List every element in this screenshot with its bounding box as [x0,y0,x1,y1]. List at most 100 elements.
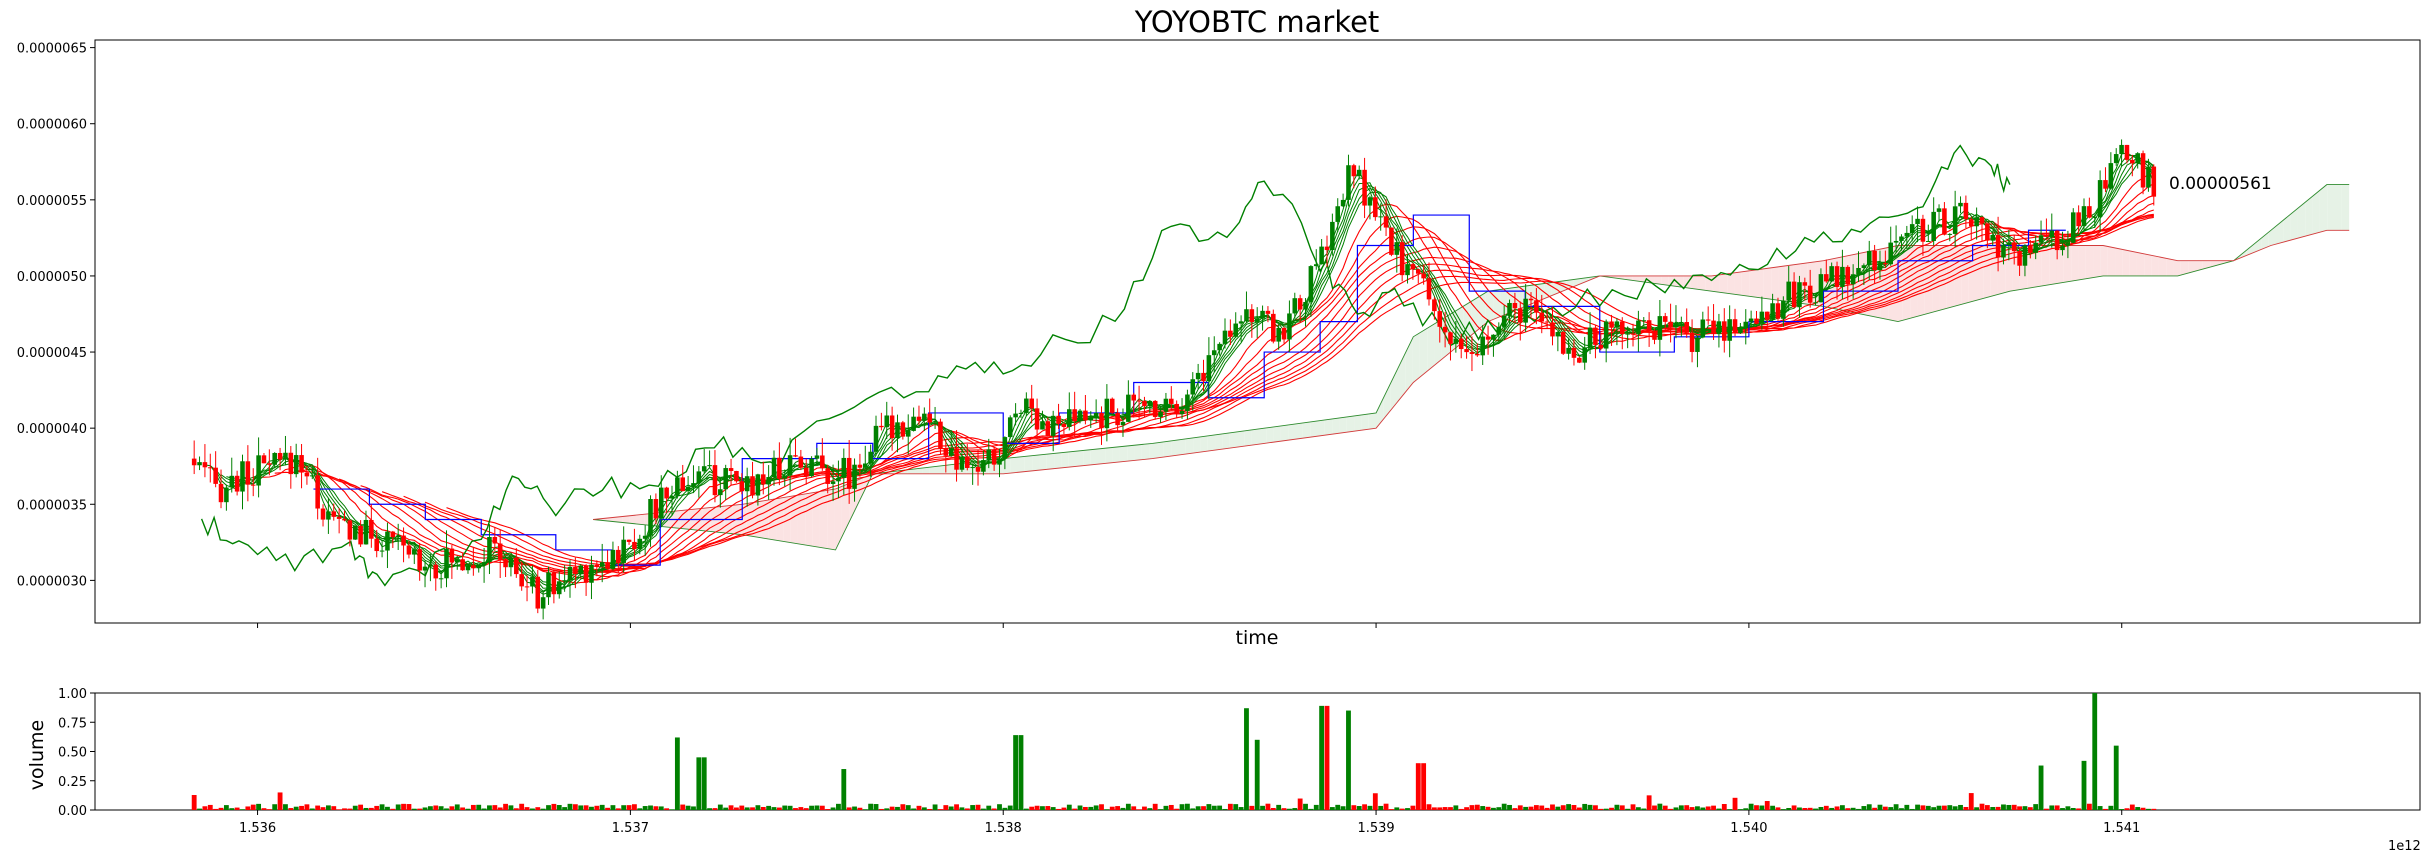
volume-bar [1941,805,1947,810]
candle-body [760,474,766,485]
candle-body [680,477,686,492]
volume-bar [1281,808,1287,810]
volume-bar [610,805,616,810]
candle-body [1228,330,1233,337]
candle-body [1534,300,1539,313]
volume-bar [1593,805,1598,810]
volume-bar [1045,806,1051,810]
ichimoku-cloud-segment [783,496,791,543]
ichimoku-cloud-segment [2049,245,2057,285]
ichimoku-cloud-segment [1317,419,1325,437]
candle-body [1979,217,1985,224]
volume-bar [814,805,820,810]
volume-bar [277,792,283,810]
candle-body [191,458,197,466]
volume-bar [852,806,857,810]
ichimoku-cloud-segment [1222,432,1230,450]
candle-body [1824,274,1829,282]
candle-body [2130,159,2135,164]
volume-bar [272,804,278,810]
volume-x-tick-label: 1.539 [1357,821,1394,836]
candle-body [777,457,782,479]
candle-body [1496,326,1502,335]
slow-moving-average-line [424,215,2154,568]
candle-body [1625,333,1630,335]
volume-bar [309,808,315,810]
candle-body [1571,347,1577,358]
ichimoku-cloud-segment [2093,245,2101,278]
ichimoku-cloud-segment [754,501,762,538]
volume-bar [916,805,922,810]
volume-bar [1453,805,1459,810]
volume-bar [1491,807,1496,810]
candle-body [315,475,320,509]
candle-body [1211,350,1217,356]
ichimoku-cloud-segment [1427,323,1435,372]
volume-bar [1689,807,1695,810]
candle-body [390,531,396,538]
candle-body [1770,303,1775,320]
candle-body [2151,166,2157,197]
volume-bar [1587,804,1593,810]
candle-body [2103,180,2108,189]
candle-body [250,484,256,486]
volume-bar [1099,804,1104,810]
volume-bar [1367,805,1373,810]
volume-bar [1968,793,1974,810]
candle-body [1507,302,1512,316]
candle-body [782,475,788,479]
volume-bar [207,804,213,810]
volume-bar [1947,805,1953,810]
volume-bar [2027,807,2033,810]
ichimoku-cloud-segment [1419,328,1428,378]
candle-body [336,516,342,519]
volume-bar [1780,809,1786,810]
candle-body [1641,320,1647,322]
ichimoku-cloud-segment [2173,259,2181,276]
volume-bar [696,757,702,810]
candle-body [385,531,390,551]
volume-bar [2135,807,2141,810]
volume-bar [315,805,321,810]
candle-body [1152,400,1158,417]
candle-body [1050,415,1056,436]
volume-bar [1711,805,1716,810]
ichimoku-cloud-segment [2254,238,2262,253]
ichimoku-cloud-segment [1251,428,1259,446]
volume-bar [911,808,917,810]
candle-body [1850,274,1856,285]
volume-bar [895,806,900,810]
candle-body [562,580,567,582]
volume-bar [825,809,831,810]
candle-body [1883,263,1888,265]
candle-body [1222,330,1228,344]
ichimoku-cloud-segment [2283,214,2291,243]
candle-body [1539,312,1545,322]
volume-bar [836,803,841,810]
candle-body [1394,242,1400,255]
volume-bar [519,803,525,810]
volume-bar [1356,806,1362,810]
candle-body [1002,437,1008,459]
ichimoku-cloud-segment [1068,451,1077,468]
volume-bar [1909,808,1915,810]
candle-body [1297,298,1303,310]
volume-bar [2140,807,2146,810]
ichimoku-cloud-segment [1171,439,1179,457]
candle-body [1319,246,1324,265]
candle-body [267,463,272,465]
ichimoku-cloud-segment [629,515,638,524]
candle-body [433,564,439,579]
candle-body [412,549,417,555]
volume-bar [513,808,519,810]
ichimoku-cloud-segment [2085,245,2094,279]
candle-body [1974,217,1979,227]
candle-body [707,465,712,467]
last-price-annotation: 0.00000561 [2169,174,2272,194]
candle-body [723,468,728,490]
ichimoku-cloud-segment [790,495,798,544]
ichimoku-cloud-segment [1683,275,1691,289]
ichimoku-cloud-segment [1295,422,1303,440]
ichimoku-cloud-segment [2202,260,2211,270]
volume-bar [497,807,503,810]
